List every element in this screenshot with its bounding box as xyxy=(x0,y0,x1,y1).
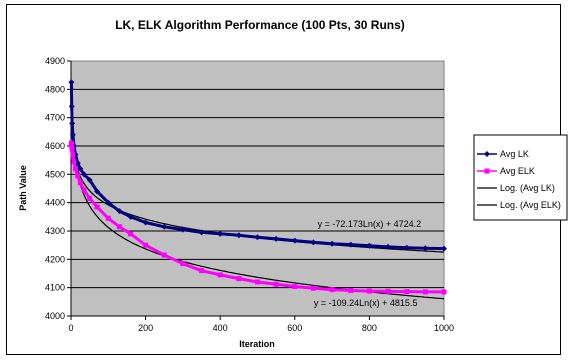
point-avg-elk xyxy=(329,287,335,293)
x-tick-label: 200 xyxy=(138,323,153,333)
point-avg-elk xyxy=(422,289,428,295)
point-avg-lk xyxy=(116,208,123,215)
point-avg-elk xyxy=(385,288,391,294)
legend-label-log-avg-elk-: Log. (Avg ELK) xyxy=(500,200,561,210)
point-avg-elk xyxy=(68,140,74,146)
point-avg-lk xyxy=(161,223,168,230)
trendline-equation-elk: y = -109.24Ln(x) + 4815.5 xyxy=(314,298,418,308)
legend-marker-avg-elk xyxy=(484,168,490,174)
point-avg-elk xyxy=(81,187,87,193)
point-avg-elk xyxy=(116,224,122,230)
point-avg-lk xyxy=(422,245,429,252)
legend-label-log-avg-lk-: Log. (Avg LK) xyxy=(500,183,555,193)
y-tick-label: 4900 xyxy=(45,56,65,66)
point-avg-lk xyxy=(198,229,205,236)
x-tick-label: 800 xyxy=(362,323,377,333)
y-tick-label: 4800 xyxy=(45,84,65,94)
point-avg-lk xyxy=(142,219,149,226)
point-avg-lk xyxy=(329,240,336,247)
point-avg-elk xyxy=(366,288,372,294)
point-avg-lk xyxy=(81,171,88,178)
point-avg-lk xyxy=(86,177,93,183)
chart-title: LK, ELK Algorithm Performance (100 Pts, … xyxy=(115,18,405,32)
point-avg-elk xyxy=(348,288,354,293)
point-avg-elk xyxy=(70,152,76,157)
point-avg-elk xyxy=(143,242,149,248)
point-avg-lk xyxy=(94,188,101,195)
point-avg-elk xyxy=(69,143,75,149)
legend-marker-avg-lk xyxy=(484,151,490,157)
legend: Avg LK Avg ELK Log. (Avg LK) Log. (Avg ELK) xyxy=(473,134,568,221)
y-tick-label: 4500 xyxy=(45,169,65,179)
point-avg-lk xyxy=(68,103,75,110)
x-tick-label: 0 xyxy=(68,323,73,333)
point-avg-elk xyxy=(87,195,93,201)
y-tick-label: 4300 xyxy=(45,226,65,236)
point-avg-lk xyxy=(347,241,354,248)
point-avg-lk xyxy=(235,232,242,239)
x-tick-label: 400 xyxy=(213,323,228,333)
point-avg-elk xyxy=(255,279,260,285)
point-avg-elk xyxy=(404,289,410,295)
point-avg-elk xyxy=(105,215,111,221)
x-tick-labels: 0 200 400 600 800 1000 xyxy=(68,316,454,333)
point-avg-elk xyxy=(180,261,186,267)
point-avg-elk xyxy=(310,285,316,291)
x-axis-title: Iteration xyxy=(239,339,275,349)
x-tick-label: 600 xyxy=(287,323,302,333)
y-tick-label: 4200 xyxy=(45,254,65,264)
x-tick-label: 1000 xyxy=(434,323,454,333)
point-avg-elk xyxy=(128,231,134,237)
point-avg-lk xyxy=(69,131,76,138)
trendline-equation-lk: y = -72.173Ln(x) + 4724.2 xyxy=(318,219,422,229)
gridlines xyxy=(70,61,444,317)
point-avg-elk xyxy=(71,159,77,165)
point-avg-lk xyxy=(77,165,84,172)
y-tick-label: 4400 xyxy=(45,198,65,208)
point-avg-elk xyxy=(77,180,83,186)
legend-label-avg-elk: Avg ELK xyxy=(500,166,535,176)
point-avg-lk xyxy=(254,234,261,241)
point-avg-lk xyxy=(385,243,392,250)
point-avg-lk xyxy=(179,226,186,233)
y-tick-label: 4000 xyxy=(45,311,65,321)
point-avg-elk xyxy=(217,272,223,278)
point-avg-lk xyxy=(69,120,76,127)
point-avg-elk xyxy=(292,284,298,290)
point-avg-elk xyxy=(273,281,279,287)
plot-area xyxy=(70,60,445,317)
point-avg-elk xyxy=(94,204,100,210)
point-avg-elk xyxy=(236,276,242,282)
point-avg-lk xyxy=(105,199,112,206)
point-avg-elk xyxy=(161,252,167,258)
point-avg-lk xyxy=(273,235,280,242)
y-tick-label: 4600 xyxy=(45,141,65,151)
point-avg-elk xyxy=(72,166,78,172)
point-avg-lk xyxy=(291,237,298,244)
point-avg-lk xyxy=(366,242,373,249)
point-avg-lk xyxy=(68,79,75,86)
y-axis-title: Path Value xyxy=(18,165,28,211)
y-tick-label: 4700 xyxy=(45,113,65,123)
point-avg-lk xyxy=(217,230,224,237)
legend-label-avg-lk: Avg LK xyxy=(500,149,529,159)
point-avg-lk xyxy=(127,213,134,220)
point-avg-lk xyxy=(310,239,317,246)
point-avg-elk xyxy=(441,289,447,295)
legend-box xyxy=(473,134,568,221)
point-avg-elk xyxy=(69,146,75,152)
y-tick-label: 4100 xyxy=(45,283,65,293)
point-avg-lk xyxy=(441,245,447,252)
data-series xyxy=(68,79,447,295)
point-avg-elk xyxy=(199,268,205,274)
point-avg-lk xyxy=(403,244,410,251)
y-tick-labels: 4000 4100 4200 4300 4400 4500 4600 4700 4800 4900 xyxy=(45,56,71,321)
point-avg-elk xyxy=(75,173,81,179)
